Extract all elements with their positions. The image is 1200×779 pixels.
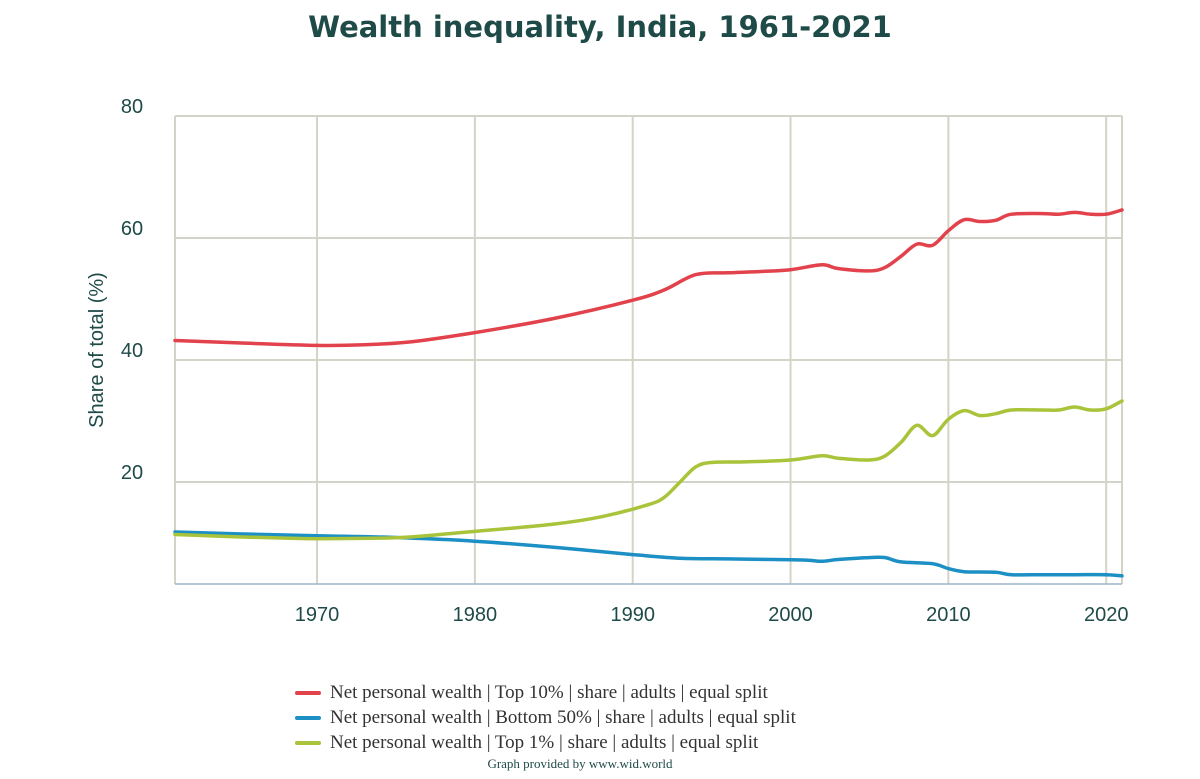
- series-lines: [173, 208, 1124, 578]
- x-tick-label-1990: 1990: [610, 604, 655, 626]
- y-tick-label-80: 80: [121, 96, 143, 118]
- x-tick-label-1970: 1970: [295, 604, 340, 626]
- x-tick-label-2000: 2000: [768, 604, 813, 626]
- y-tick-label-20: 20: [121, 462, 143, 484]
- grid: [175, 115, 1122, 584]
- series-top1-line[interactable]: [173, 399, 1124, 541]
- tick-labels: 20 40 60 80 1970 1980 1990 2000 2010 2020: [121, 96, 1129, 626]
- y-tick-label-40: 40: [121, 340, 143, 362]
- legend-item-top1[interactable]: Net personal wealth | Top 1% | share | a…: [295, 730, 796, 755]
- legend-item-bottom50[interactable]: Net personal wealth | Bottom 50% | share…: [295, 705, 796, 730]
- series-bottom50-line[interactable]: [173, 530, 1124, 578]
- credit-text: Graph provided by www.wid.world: [487, 756, 673, 771]
- x-tick-label-2020: 2020: [1084, 604, 1129, 626]
- legend: Net personal wealth | Top 10% | share | …: [295, 680, 796, 755]
- legend-swatch-top10: [295, 690, 321, 695]
- series-top10-line[interactable]: [173, 208, 1124, 348]
- legend-label-bottom50: Net personal wealth | Bottom 50% | share…: [330, 706, 796, 728]
- axes: [174, 116, 1123, 585]
- legend-label-top1: Net personal wealth | Top 1% | share | a…: [330, 731, 759, 753]
- y-tick-label-60: 60: [121, 218, 143, 240]
- y-axis-title: Share of total (%): [86, 272, 108, 428]
- legend-swatch-top1: [295, 740, 321, 745]
- chart-title: Wealth inequality, India, 1961-2021: [308, 10, 892, 44]
- x-tick-label-2010: 2010: [926, 604, 971, 626]
- x-tick-label-1980: 1980: [453, 604, 498, 626]
- legend-item-top10[interactable]: Net personal wealth | Top 10% | share | …: [295, 680, 796, 705]
- legend-label-top10: Net personal wealth | Top 10% | share | …: [330, 681, 768, 703]
- legend-swatch-bottom50: [295, 715, 321, 720]
